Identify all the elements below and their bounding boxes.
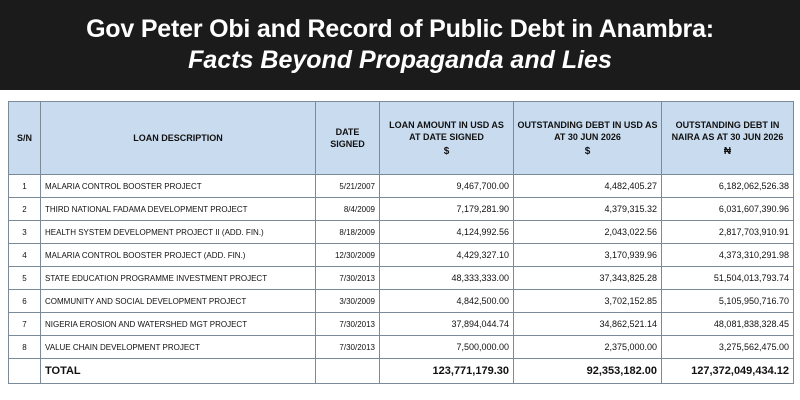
table-row: 6 COMMUNITY AND SOCIAL DEVELOPMENT PROJE… — [8, 289, 794, 313]
cell-sn: 1 — [8, 174, 41, 198]
cell-description: MALARIA CONTROL BOOSTER PROJECT (ADD. FI… — [40, 243, 316, 267]
table-row: 5 STATE EDUCATION PROGRAMME INVESTMENT P… — [8, 266, 794, 290]
cell-outstanding-usd: 4,482,405.27 — [513, 174, 662, 198]
cell-sn: 4 — [8, 243, 41, 267]
header-loan-description: LOAN DESCRIPTION — [40, 101, 316, 175]
total-outstanding-naira: 127,372,049,434.12 — [661, 358, 794, 384]
cell-outstanding-naira: 6,182,062,526.38 — [661, 174, 794, 198]
title-banner: Gov Peter Obi and Record of Public Debt … — [0, 0, 800, 90]
cell-outstanding-naira: 4,373,310,291.98 — [661, 243, 794, 267]
cell-outstanding-naira: 6,031,607,390.96 — [661, 197, 794, 221]
total-label: TOTAL — [40, 358, 316, 384]
cell-loan-amount: 9,467,700.00 — [379, 174, 514, 198]
cell-loan-amount: 48,333,333.00 — [379, 266, 514, 290]
cell-loan-amount: 7,500,000.00 — [379, 335, 514, 359]
cell-outstanding-usd: 2,375,000.00 — [513, 335, 662, 359]
cell-outstanding-usd: 34,862,521.14 — [513, 312, 662, 336]
cell-sn: 3 — [8, 220, 41, 244]
table-row: 2 THIRD NATIONAL FADAMA DEVELOPMENT PROJ… — [8, 197, 794, 221]
cell-sn: 6 — [8, 289, 41, 313]
cell-loan-amount: 37,894,044.74 — [379, 312, 514, 336]
cell-loan-amount: 4,429,327.10 — [379, 243, 514, 267]
cell-sn: 5 — [8, 266, 41, 290]
cell-description: THIRD NATIONAL FADAMA DEVELOPMENT PROJEC… — [40, 197, 316, 221]
cell-date: 5/21/2007 — [315, 174, 380, 198]
debt-table: S/N LOAN DESCRIPTION DATE SIGNED LOAN AM… — [8, 101, 794, 384]
cell-loan-amount: 4,842,500.00 — [379, 289, 514, 313]
cell-sn: 8 — [8, 335, 41, 359]
total-loan-amount: 123,771,179.30 — [379, 358, 514, 384]
cell-sn: 2 — [8, 197, 41, 221]
header-loan-amount: LOAN AMOUNT IN USD AS AT DATE SIGNED $ — [379, 101, 514, 175]
header-outstanding-usd: OUTSTANDING DEBT IN USD AS AT 30 JUN 202… — [513, 101, 662, 175]
cell-date: 7/30/2013 — [315, 312, 380, 336]
cell-description: STATE EDUCATION PROGRAMME INVESTMENT PRO… — [40, 266, 316, 290]
cell-outstanding-naira: 3,275,562,475.00 — [661, 335, 794, 359]
cell-date: 8/18/2009 — [315, 220, 380, 244]
cell-description: NIGERIA EROSION AND WATERSHED MGT PROJEC… — [40, 312, 316, 336]
cell-date: 7/30/2013 — [315, 335, 380, 359]
header-outstanding-naira: OUTSTANDING DEBT IN NAIRA AS AT 30 JUN 2… — [661, 101, 794, 175]
currency-naira-label: ₦ — [723, 145, 732, 157]
cell-date-empty — [315, 358, 380, 384]
cell-loan-amount: 4,124,992.56 — [379, 220, 514, 244]
page-subtitle: Facts Beyond Propaganda and Lies — [188, 46, 612, 74]
debt-table-container: S/N LOAN DESCRIPTION DATE SIGNED LOAN AM… — [8, 101, 794, 384]
cell-sn: 7 — [8, 312, 41, 336]
cell-date: 7/30/2013 — [315, 266, 380, 290]
cell-date: 12/30/2009 — [315, 243, 380, 267]
cell-outstanding-usd: 2,043,022.56 — [513, 220, 662, 244]
total-row: TOTAL 123,771,179.30 92,353,182.00 127,3… — [8, 358, 794, 384]
table-row: 7 NIGERIA EROSION AND WATERSHED MGT PROJ… — [8, 312, 794, 336]
cell-loan-amount: 7,179,281.90 — [379, 197, 514, 221]
table-row: 8 VALUE CHAIN DEVELOPMENT PROJECT 7/30/2… — [8, 335, 794, 359]
cell-description: HEALTH SYSTEM DEVELOPMENT PROJECT II (AD… — [40, 220, 316, 244]
cell-outstanding-naira: 48,081,838,328.45 — [661, 312, 794, 336]
header-sn: S/N — [8, 101, 41, 175]
table-header-row: S/N LOAN DESCRIPTION DATE SIGNED LOAN AM… — [8, 101, 794, 175]
currency-dollar-label: $ — [584, 145, 591, 157]
cell-outstanding-usd: 4,379,315.32 — [513, 197, 662, 221]
currency-dollar-label: $ — [443, 145, 450, 157]
cell-date: 8/4/2009 — [315, 197, 380, 221]
cell-description: COMMUNITY AND SOCIAL DEVELOPMENT PROJECT — [40, 289, 316, 313]
cell-date: 3/30/2009 — [315, 289, 380, 313]
cell-sn-empty — [8, 358, 41, 384]
cell-description: VALUE CHAIN DEVELOPMENT PROJECT — [40, 335, 316, 359]
total-outstanding-usd: 92,353,182.00 — [513, 358, 662, 384]
cell-outstanding-naira: 5,105,950,716.70 — [661, 289, 794, 313]
cell-outstanding-naira: 51,504,013,793.74 — [661, 266, 794, 290]
table-row: 3 HEALTH SYSTEM DEVELOPMENT PROJECT II (… — [8, 220, 794, 244]
cell-outstanding-usd: 3,702,152.85 — [513, 289, 662, 313]
page-title: Gov Peter Obi and Record of Public Debt … — [86, 15, 714, 43]
cell-description: MALARIA CONTROL BOOSTER PROJECT — [40, 174, 316, 198]
table-row: 1 MALARIA CONTROL BOOSTER PROJECT 5/21/2… — [8, 174, 794, 198]
table-row: 4 MALARIA CONTROL BOOSTER PROJECT (ADD. … — [8, 243, 794, 267]
cell-outstanding-naira: 2,817,703,910.91 — [661, 220, 794, 244]
cell-outstanding-usd: 3,170,939.96 — [513, 243, 662, 267]
cell-outstanding-usd: 37,343,825.28 — [513, 266, 662, 290]
header-date-signed: DATE SIGNED — [315, 101, 380, 175]
